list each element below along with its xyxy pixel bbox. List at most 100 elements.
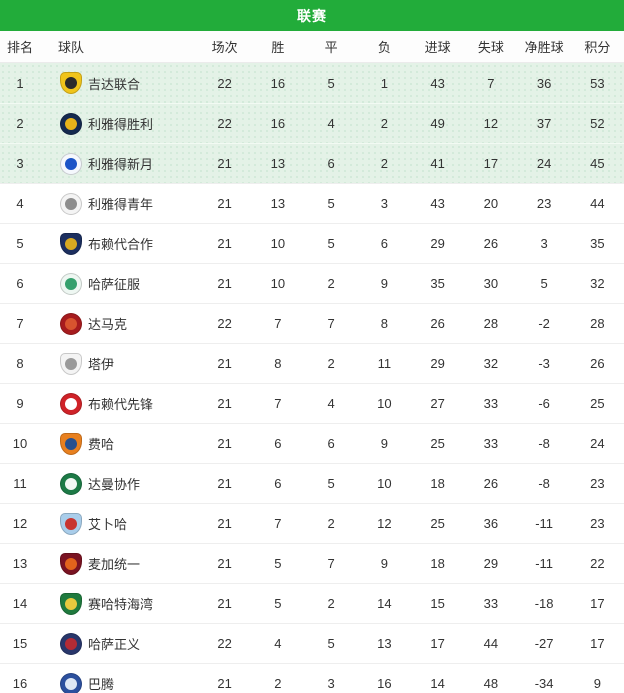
stat-cell-goals_for: 15 [430, 596, 445, 611]
team-name: 哈萨正义 [88, 637, 141, 652]
rank-cell: 8 [16, 356, 24, 371]
team-logo-inner [65, 157, 77, 170]
table-row[interactable]: 14 赛哈特海湾 21 5 2 14 15 33 -18 17 [0, 583, 624, 623]
stat-cell-win: 7 [274, 516, 282, 531]
stat-cell-goals_against: 48 [483, 676, 499, 691]
team-name: 塔伊 [88, 357, 115, 372]
table-row[interactable]: 3 利雅得新月 21 13 6 2 41 17 24 45 [0, 143, 624, 183]
team-name: 艾卜哈 [88, 517, 128, 532]
table-row[interactable]: 10 费哈 21 6 6 9 25 33 -8 24 [0, 423, 624, 463]
stat-cell-win: 6 [274, 436, 282, 451]
stat-cell-points: 45 [590, 156, 605, 171]
widget-title-bar[interactable]: 联赛 [0, 0, 624, 31]
stat-cell-goals_against: 30 [483, 276, 499, 291]
stat-cell-win: 4 [274, 636, 282, 651]
stat-cell-played: 21 [217, 276, 232, 291]
team-logo-icon [60, 632, 82, 655]
stat-cell-played: 21 [217, 156, 232, 171]
column-header-points: 积分 [584, 40, 611, 55]
table-row[interactable]: 4 利雅得青年 21 13 5 3 43 20 23 44 [0, 183, 624, 223]
stat-cell-played: 22 [217, 75, 232, 91]
table-row[interactable]: 9 布赖代先锋 21 7 4 10 27 33 -6 25 [0, 383, 624, 423]
stat-cell-draw: 3 [327, 676, 335, 691]
stat-cell-loss: 16 [377, 676, 392, 691]
stat-cell-goal_diff: -3 [538, 356, 550, 371]
stat-cell-goals_against: 32 [483, 356, 499, 371]
team-cell: 达曼协作 [40, 472, 198, 495]
stat-cell-loss: 9 [380, 436, 388, 451]
stat-cell-goals_for: 18 [430, 556, 445, 571]
stat-cell-win: 6 [274, 476, 282, 491]
stat-cell-goal_diff: -27 [534, 636, 554, 651]
stat-cell-win: 2 [274, 676, 282, 691]
column-header-loss: 负 [377, 40, 391, 55]
team-name: 达曼协作 [88, 477, 141, 492]
table-row[interactable]: 8 塔伊 21 8 2 11 29 32 -3 26 [0, 343, 624, 383]
stat-cell-win: 16 [270, 75, 286, 91]
stat-cell-goals_for: 25 [430, 436, 445, 451]
team-logo-icon [60, 672, 82, 693]
team-logo-inner [65, 277, 77, 290]
team-logo-icon [60, 392, 82, 415]
team-logo-icon [60, 552, 82, 575]
stat-cell-win: 13 [270, 196, 286, 211]
stat-cell-win: 7 [274, 396, 282, 411]
stat-cell-loss: 6 [380, 236, 388, 251]
stat-cell-goals_for: 14 [430, 676, 445, 691]
widget-title: 联赛 [297, 7, 327, 24]
team-logo-inner [65, 197, 77, 210]
team-logo-inner [65, 357, 77, 370]
rank-cell: 15 [12, 636, 28, 651]
stat-cell-goals_for: 18 [430, 476, 445, 491]
stat-cell-win: 13 [270, 156, 286, 171]
stat-cell-points: 32 [590, 276, 605, 291]
table-body: 1 吉达联合 22 16 5 1 43 7 36 53 2 利雅得胜利 22 16 4 2 49 12 3… [0, 63, 624, 693]
team-cell: 艾卜哈 [40, 512, 198, 535]
stat-cell-goals_for: 17 [430, 636, 445, 651]
table-row[interactable]: 12 艾卜哈 21 7 2 12 25 36 -11 23 [0, 503, 624, 543]
stat-cell-played: 21 [217, 196, 232, 211]
table-row[interactable]: 13 麦加统一 21 5 7 9 18 29 -11 22 [0, 543, 624, 583]
table-row[interactable]: 16 巴腾 21 2 3 16 14 48 -34 9 [0, 663, 624, 693]
stat-cell-win: 5 [274, 556, 282, 571]
table-row[interactable]: 2 利雅得胜利 22 16 4 2 49 12 37 52 [0, 103, 624, 143]
stat-cell-goals_against: 33 [483, 436, 499, 451]
stat-cell-goals_for: 25 [430, 516, 445, 531]
stat-cell-loss: 2 [380, 156, 388, 171]
team-logo-inner [65, 117, 77, 130]
column-header-played: 场次 [211, 40, 238, 55]
stat-cell-points: 44 [590, 196, 605, 211]
team-logo-icon [60, 232, 82, 255]
stat-cell-points: 26 [590, 356, 605, 371]
stat-cell-draw: 4 [327, 116, 335, 131]
stat-cell-draw: 2 [327, 276, 335, 291]
stat-cell-played: 22 [217, 316, 232, 331]
stat-cell-loss: 10 [377, 476, 392, 491]
stat-cell-goal_diff: -6 [538, 396, 550, 411]
table-row[interactable]: 5 布赖代合作 21 10 5 6 29 26 3 35 [0, 223, 624, 263]
column-header-win: 胜 [271, 40, 285, 55]
team-logo-inner [65, 677, 77, 690]
team-logo-inner [65, 517, 77, 530]
stat-cell-loss: 12 [377, 516, 392, 531]
stat-cell-goals_against: 44 [483, 636, 499, 651]
table-row[interactable]: 11 达曼协作 21 6 5 10 18 26 -8 23 [0, 463, 624, 503]
table-row[interactable]: 15 哈萨正义 22 4 5 13 17 44 -27 17 [0, 623, 624, 663]
stat-cell-played: 22 [217, 636, 232, 651]
table-row[interactable]: 7 达马克 22 7 7 8 26 28 -2 28 [0, 303, 624, 343]
rank-cell: 10 [12, 436, 28, 451]
team-cell: 吉达联合 [40, 72, 198, 94]
team-cell: 达马克 [40, 312, 198, 335]
team-logo-icon [60, 592, 82, 615]
team-logo-inner [65, 597, 77, 610]
stat-cell-played: 21 [217, 676, 232, 691]
team-name: 麦加统一 [88, 557, 141, 572]
table-row[interactable]: 1 吉达联合 22 16 5 1 43 7 36 53 [0, 63, 624, 103]
stat-cell-loss: 9 [380, 276, 388, 291]
table-row[interactable]: 6 哈萨征服 21 10 2 9 35 30 5 32 [0, 263, 624, 303]
stat-cell-goals_against: 36 [483, 516, 499, 531]
stat-cell-points: 9 [593, 676, 601, 691]
stat-cell-draw: 5 [327, 636, 335, 651]
column-header-team: 球队 [58, 40, 85, 55]
team-logo-icon [60, 512, 82, 535]
